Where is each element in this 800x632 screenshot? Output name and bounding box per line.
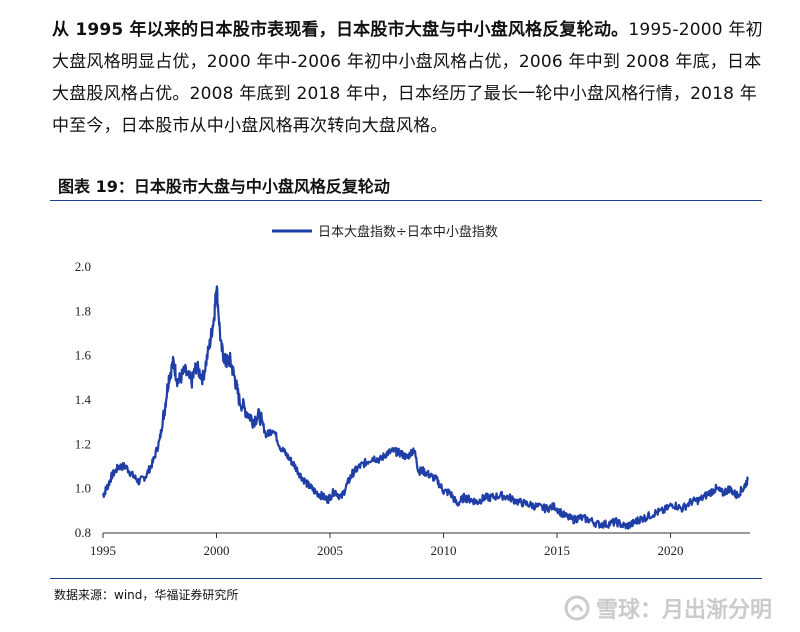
snowball-logo-icon bbox=[564, 595, 590, 621]
y-tick-label: 1.2 bbox=[75, 436, 91, 451]
x-tick-label: 2000 bbox=[204, 543, 230, 558]
y-tick-label: 0.8 bbox=[75, 525, 91, 540]
figure-title: 图表 19：日本股市大盘与中小盘风格反复轮动 bbox=[58, 177, 390, 196]
y-tick-label: 1.6 bbox=[75, 348, 92, 363]
y-tick-label: 1.0 bbox=[75, 481, 91, 496]
line-chart: 0.8 1.0 1.2 1.4 1.6 1.8 2.0 1995 2000 2005 2010 201… bbox=[75, 224, 750, 558]
figure-bottom-rule bbox=[50, 578, 762, 579]
watermark-text: 雪球：月出渐分明 bbox=[595, 598, 772, 623]
x-tick-label: 2010 bbox=[431, 543, 457, 558]
intro-lead: 从 1995 年以来的日本股市表现看，日本股市大盘与中小盘风格反复轮动。 bbox=[52, 20, 629, 40]
figure-top-rule bbox=[50, 200, 762, 201]
chart-area: 0.8 1.0 1.2 1.4 1.6 1.8 2.0 1995 2000 2005 2010 201… bbox=[50, 205, 762, 575]
x-tick-label: 2015 bbox=[544, 543, 570, 558]
figure-source: 数据来源：wind，华福证券研究所 bbox=[54, 588, 239, 602]
series-line bbox=[101, 285, 749, 530]
y-tick-label: 2.0 bbox=[75, 259, 91, 274]
y-tick-label: 1.4 bbox=[75, 392, 92, 407]
legend-label: 日本大盘指数÷日本中小盘指数 bbox=[318, 224, 498, 240]
watermark: 雪球：月出渐分明 bbox=[564, 592, 772, 624]
x-tick-label: 2020 bbox=[658, 543, 684, 558]
intro-paragraph: 从 1995 年以来的日本股市表现看，日本股市大盘与中小盘风格反复轮动。1995… bbox=[52, 14, 764, 142]
x-tick-label: 2005 bbox=[317, 543, 343, 558]
y-tick-label: 1.8 bbox=[75, 303, 91, 318]
x-tick-label: 1995 bbox=[90, 543, 116, 558]
intro-body: 1995-2000 年初大盘风格明显占优，2000 年中-2006 年初中小盘风… bbox=[52, 20, 763, 136]
